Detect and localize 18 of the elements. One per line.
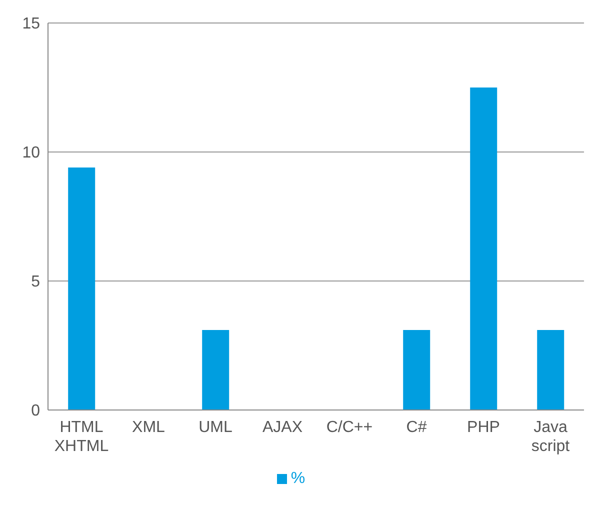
bar — [68, 167, 96, 410]
bar — [470, 88, 498, 410]
bar — [537, 330, 564, 410]
x-tick-label: C# — [406, 419, 427, 436]
x-tick-label: AJAX — [262, 419, 303, 436]
legend-label: % — [290, 470, 306, 487]
x-tick-label: PHP — [467, 419, 500, 436]
x-tick-label: UML — [198, 419, 232, 436]
bar — [202, 330, 230, 410]
x-tick-label: HTML XHTML — [54, 419, 109, 455]
y-tick-label: 0 — [31, 402, 40, 420]
y-tick-label: 5 — [31, 274, 40, 291]
x-tick-label: C/C++ — [326, 419, 373, 436]
bar — [403, 330, 430, 410]
y-tick-label: 10 — [22, 144, 40, 162]
x-tick-label: Java script — [531, 419, 570, 455]
y-tick-label: 15 — [22, 16, 40, 33]
x-tick-label: XML — [132, 419, 166, 436]
